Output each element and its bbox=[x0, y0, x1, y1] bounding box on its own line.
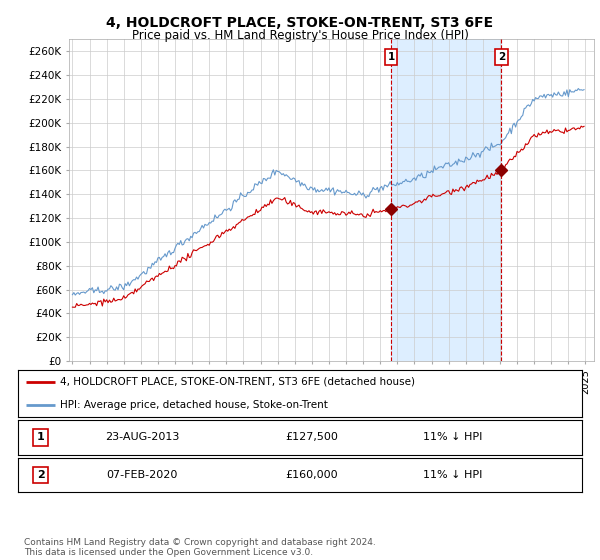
Text: 2: 2 bbox=[37, 470, 44, 480]
Text: Price paid vs. HM Land Registry's House Price Index (HPI): Price paid vs. HM Land Registry's House … bbox=[131, 29, 469, 42]
Text: £127,500: £127,500 bbox=[285, 432, 338, 442]
Text: 4, HOLDCROFT PLACE, STOKE-ON-TRENT, ST3 6FE (detached house): 4, HOLDCROFT PLACE, STOKE-ON-TRENT, ST3 … bbox=[60, 376, 415, 386]
Text: 1: 1 bbox=[37, 432, 44, 442]
Bar bbox=[391, 39, 502, 361]
Text: 11% ↓ HPI: 11% ↓ HPI bbox=[422, 470, 482, 480]
Text: 1: 1 bbox=[388, 52, 395, 62]
Text: £160,000: £160,000 bbox=[285, 470, 338, 480]
Text: Contains HM Land Registry data © Crown copyright and database right 2024.
This d: Contains HM Land Registry data © Crown c… bbox=[24, 538, 376, 557]
Text: 4, HOLDCROFT PLACE, STOKE-ON-TRENT, ST3 6FE: 4, HOLDCROFT PLACE, STOKE-ON-TRENT, ST3 … bbox=[106, 16, 494, 30]
Text: HPI: Average price, detached house, Stoke-on-Trent: HPI: Average price, detached house, Stok… bbox=[60, 400, 328, 410]
Text: 23-AUG-2013: 23-AUG-2013 bbox=[105, 432, 179, 442]
Text: 11% ↓ HPI: 11% ↓ HPI bbox=[422, 432, 482, 442]
Text: 2: 2 bbox=[498, 52, 505, 62]
Text: 07-FEB-2020: 07-FEB-2020 bbox=[106, 470, 178, 480]
